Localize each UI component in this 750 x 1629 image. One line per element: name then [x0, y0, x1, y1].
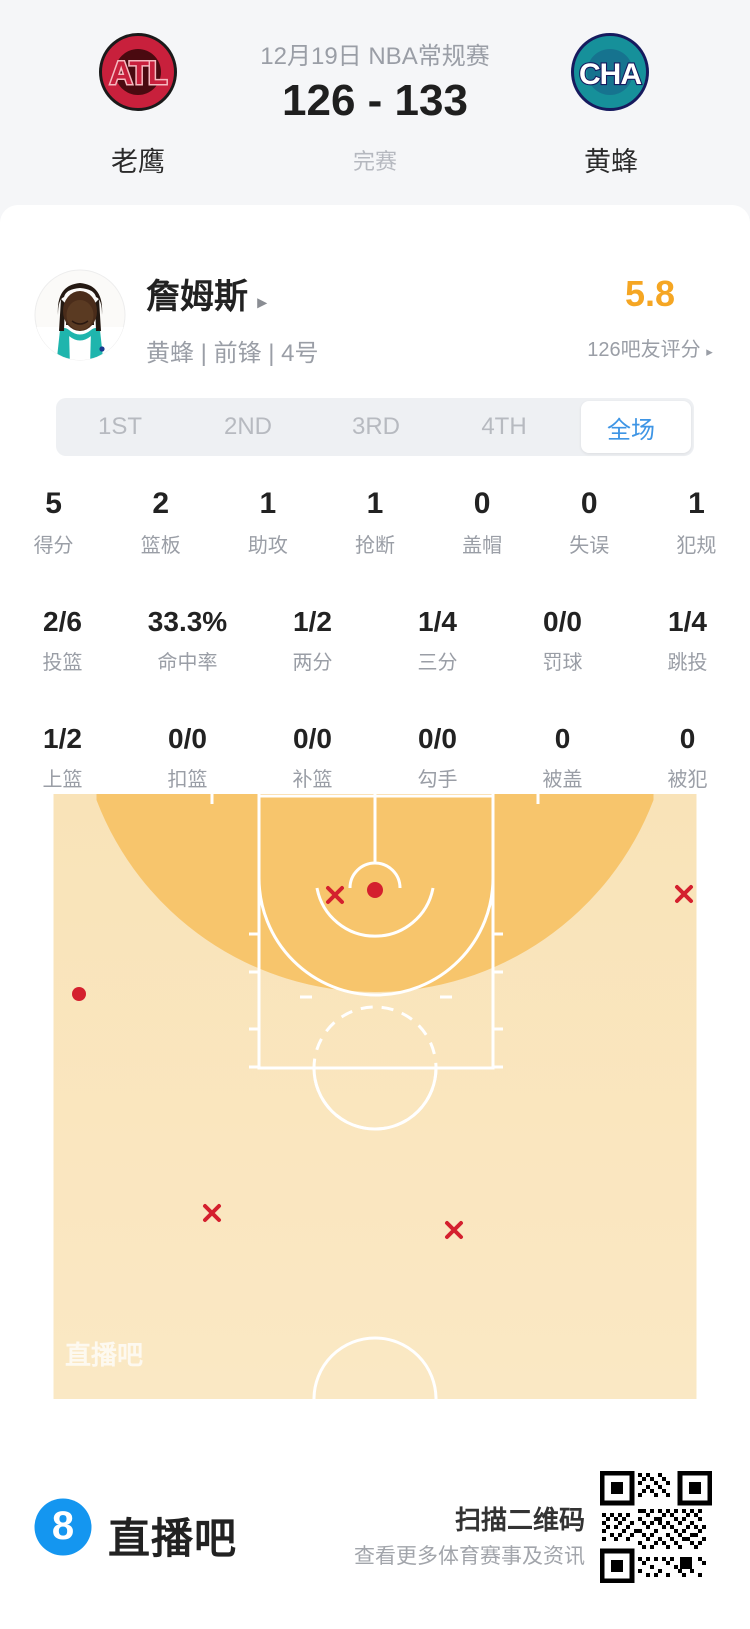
svg-text:8: 8	[52, 1504, 74, 1548]
svg-text:直播吧: 直播吧	[65, 1340, 143, 1370]
